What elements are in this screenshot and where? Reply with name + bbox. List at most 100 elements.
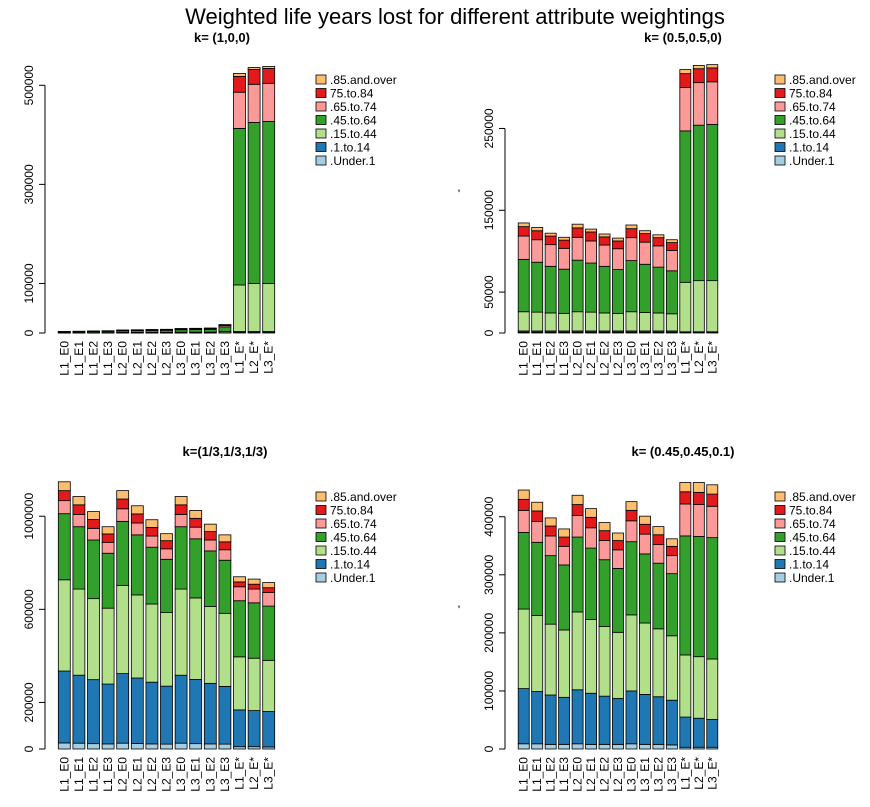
bar-segment [706,505,719,539]
bar-segment [247,657,261,711]
bar-segment [517,222,530,228]
legend-label: 75.to.84 [789,504,833,518]
legend-swatch [315,491,327,502]
bar-segment [262,121,276,284]
bar-segment [692,65,705,70]
x-tick-label: L1_E* [678,341,692,374]
bar-segment [612,540,624,551]
bar-segment [585,516,597,529]
legend-label: .85.and.over [330,73,397,87]
y-tick-label: 0 [22,329,36,336]
x-tick-label: L2_E3 [160,341,174,376]
bar-segment [625,311,638,332]
bar-segment [558,268,571,314]
x-tick-label: L3_E3 [218,341,232,376]
bar-segment [145,535,159,548]
bar-segment [262,592,276,607]
x-tick-label: L1_E1 [530,341,544,376]
bar-segment [531,691,544,745]
bar-segment [517,311,530,332]
legend-label: .Under.1 [330,154,376,168]
bar-segment [517,608,530,690]
bar-segment [625,260,638,313]
bar-segment [598,743,611,750]
bar-segment [87,598,100,681]
bar-segment [612,631,624,699]
x-tick-label: L1_E1 [72,341,86,376]
x-tick-label: L2_E0 [571,757,585,792]
bar-segment [585,311,597,332]
bar-segment [652,696,665,745]
bar-segment [625,520,638,543]
bar-segment [531,311,544,332]
bar-segment [517,532,530,610]
panel-title: k= (0.45,0.45,0.1) [632,444,735,459]
bar-segment [571,504,584,516]
bar-segment [218,549,232,561]
bar-segment [130,594,144,679]
bar-segment [558,629,571,698]
bar-segment [189,526,203,540]
bar-segment [262,82,276,122]
bar-segment [544,743,557,750]
x-tick-label: L3_E0 [624,341,638,376]
bar-segment [665,249,678,272]
legend-label: .65.to.74 [330,517,377,531]
x-tick-label: L3_E1 [189,341,203,376]
legend-label: .45.to.64 [330,114,377,128]
bar-segment [665,242,678,251]
bar-segment [679,535,692,656]
bar-segment [517,226,530,237]
legend-swatch [315,559,327,569]
bar-segment [571,611,584,691]
x-tick-label: L3_E2 [203,757,217,792]
bar-segment [247,283,261,332]
bar-segment [679,503,692,537]
bar-segment [706,658,719,720]
bar-segment [203,531,217,541]
bar-segment [598,312,611,332]
bar-segment [639,523,651,535]
legend-label: .15.to.44 [330,127,377,141]
bar-segment [639,312,651,332]
legend-label: .1.to.14 [330,558,370,572]
bar-segment [652,266,665,314]
legend-label: .45.to.64 [789,114,836,128]
bar-segment [692,482,705,493]
bar-segment [665,744,678,750]
bar-segment [639,263,651,313]
bar-segment [652,628,665,698]
bar-segment [233,709,246,748]
legend-label: 75.to.84 [330,504,374,518]
bar-segment [706,64,719,69]
bar-segment [57,742,71,750]
legend-label: .65.to.74 [789,517,836,531]
bar-segment [174,496,188,506]
bar-segment [558,536,571,547]
bar-segment [585,228,597,233]
bar-segment [262,68,276,84]
bar-segment [652,534,665,546]
x-tick-label: L2_E3 [611,341,625,376]
bar-segment [87,679,100,745]
bar-segment [612,743,624,750]
legend-label: .15.to.44 [789,127,836,141]
bar-segment [598,530,611,541]
legend-swatch [774,505,786,515]
bar-segment [692,82,705,126]
x-tick-label: L1_E0 [517,757,531,792]
bar-segment [218,541,232,551]
bar-segment [531,520,544,543]
bar-segment [218,612,232,687]
legend-swatch [315,115,327,125]
bar-segment [692,656,705,719]
y-tick-label: 0 [22,745,36,752]
bar-segment [665,239,678,243]
x-tick-label: L2_E* [247,757,261,790]
bar-segment [612,568,624,633]
bar-segment [174,674,188,744]
bar-segment [517,509,530,533]
y-tick-label: 50000 [482,275,496,309]
bar-segment [57,670,71,744]
bar-segment [598,265,611,314]
